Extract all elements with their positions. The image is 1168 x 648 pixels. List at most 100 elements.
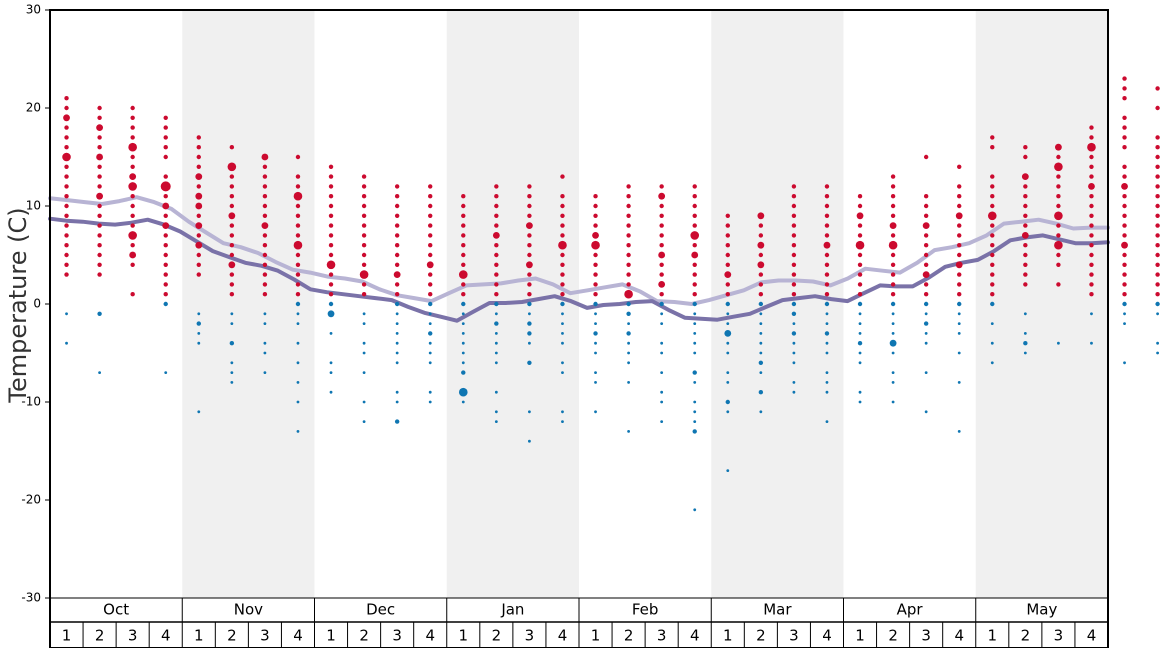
cold-point	[561, 420, 564, 423]
warm-point	[296, 263, 300, 267]
month-band	[182, 10, 314, 598]
cold-point	[363, 352, 366, 355]
warm-point	[560, 194, 564, 198]
warm-point	[957, 184, 961, 188]
warm-point	[395, 204, 399, 208]
warm-point	[659, 263, 663, 267]
warm-point	[395, 253, 399, 257]
cold-point	[1090, 312, 1093, 315]
cold-point	[1024, 332, 1027, 335]
warm-point	[957, 204, 961, 208]
warm-point	[130, 214, 134, 218]
warm-point	[626, 194, 630, 198]
cold-point	[859, 401, 862, 404]
warm-point	[560, 204, 564, 208]
cold-point	[693, 381, 696, 384]
cold-point	[726, 410, 729, 413]
warm-point	[693, 223, 697, 227]
cold-point	[627, 352, 630, 355]
cold-point	[527, 302, 531, 306]
cold-point	[626, 312, 630, 316]
warm-point	[891, 263, 895, 267]
warm-point	[924, 204, 928, 208]
warm-point	[494, 223, 498, 227]
cold-point	[297, 322, 300, 325]
cold-point	[594, 312, 597, 315]
warm-point	[1023, 243, 1027, 247]
cold-point	[594, 381, 597, 384]
warm-point	[659, 243, 663, 247]
warm-point	[825, 263, 829, 267]
warm-point	[726, 243, 730, 247]
warm-point	[1155, 223, 1159, 227]
warm-point	[394, 271, 401, 278]
warm-point	[1089, 263, 1093, 267]
cold-point	[991, 361, 994, 364]
warm-point	[891, 282, 895, 286]
warm-point	[560, 214, 564, 218]
warm-point	[924, 233, 928, 237]
warm-point	[990, 204, 994, 208]
warm-point	[197, 165, 201, 169]
cold-point	[561, 312, 564, 315]
cold-point	[197, 321, 201, 325]
warm-point	[957, 223, 961, 227]
warm-point	[461, 214, 465, 218]
cold-point	[230, 381, 233, 384]
week-label: 3	[921, 627, 931, 645]
warm-point	[296, 223, 300, 227]
cold-point	[561, 322, 564, 325]
warm-point	[64, 106, 68, 110]
warm-point	[825, 184, 829, 188]
warm-point	[395, 292, 399, 296]
warm-point	[197, 263, 201, 267]
y-tick-label: -30	[21, 591, 41, 605]
warm-point	[494, 253, 498, 257]
warm-point	[428, 243, 432, 247]
cold-point	[925, 342, 928, 345]
cold-point	[561, 371, 564, 374]
cold-point	[527, 361, 531, 365]
warm-point	[1122, 282, 1126, 286]
warm-point	[1089, 165, 1093, 169]
warm-point	[130, 125, 134, 129]
warm-point	[97, 223, 101, 227]
warm-point	[494, 184, 498, 188]
warm-point	[1155, 214, 1159, 218]
warm-point	[1056, 194, 1060, 198]
cold-point	[462, 332, 465, 335]
cold-point	[561, 332, 564, 335]
warm-point	[428, 194, 432, 198]
cold-point	[726, 342, 729, 345]
cold-point	[793, 381, 796, 384]
warm-point	[228, 212, 235, 219]
warm-point	[1056, 204, 1060, 208]
y-tick-label: 20	[26, 101, 41, 115]
cold-point	[826, 381, 829, 384]
warm-point	[162, 222, 169, 229]
cold-point	[726, 352, 729, 355]
warm-point	[395, 184, 399, 188]
cold-point	[793, 391, 796, 394]
warm-point	[1155, 174, 1159, 178]
cold-point	[726, 381, 729, 384]
warm-point	[626, 253, 630, 257]
warm-point	[726, 223, 730, 227]
warm-point	[626, 184, 630, 188]
cold-point	[297, 361, 300, 364]
warm-point	[1056, 155, 1060, 159]
cold-point	[428, 302, 432, 306]
warm-point	[1054, 241, 1063, 250]
warm-point	[792, 194, 796, 198]
warm-point	[759, 253, 763, 257]
cold-point	[759, 361, 763, 365]
warm-point	[362, 223, 366, 227]
cold-point	[859, 391, 862, 394]
warm-point	[990, 243, 994, 247]
warm-point	[1089, 272, 1093, 276]
x-axis: Oct1 2 3 4Nov1 2 3 4Dec1 2 3 4Jan1 2 3 4Feb1 2 3 4Mar1 2…	[50, 598, 1108, 648]
warm-point	[230, 243, 234, 247]
warm-point	[924, 155, 928, 159]
cold-point	[627, 381, 630, 384]
warm-point	[64, 184, 68, 188]
